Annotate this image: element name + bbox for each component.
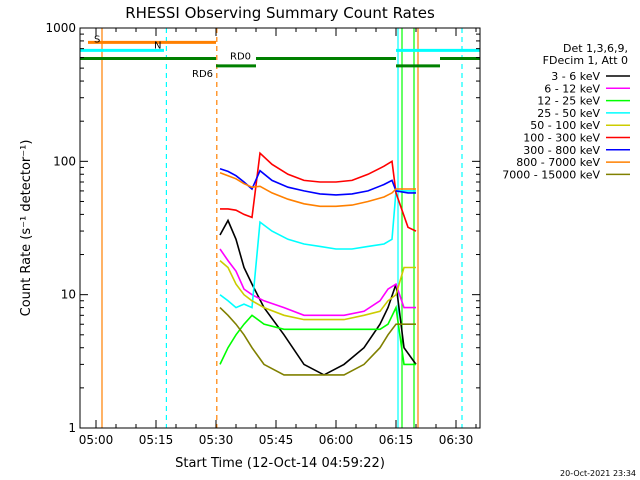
series-line-5 — [220, 151, 417, 232]
legend-label-2: 12 - 25 keV — [537, 95, 600, 108]
series-line-3 — [219, 190, 416, 309]
series-line-8 — [219, 307, 416, 376]
state-bar-label-3: RD0 — [230, 52, 251, 63]
x-tick-label-1: 05:15 — [139, 433, 174, 447]
plot-frame — [79, 27, 481, 429]
time-markers — [101, 28, 463, 428]
legend-header-1: FDecim 1, Att 0 — [543, 54, 628, 67]
y-tick-label-3: 1000 — [45, 21, 76, 35]
state-bars: S N RD0 RD6 — [80, 34, 480, 80]
legend-label-5: 100 - 300 keV — [523, 132, 600, 145]
series-line-4 — [219, 259, 416, 321]
y-axis: 1 10 100 1000 — [45, 21, 480, 435]
x-axis-label: Start Time (12-Oct-14 04:59:22) — [175, 456, 385, 471]
chart-title: RHESSI Observing Summary Count Rates — [125, 4, 435, 22]
x-tick-label-4: 06:00 — [319, 433, 354, 447]
y-tick-label-0: 1 — [68, 421, 76, 435]
legend-label-7: 800 - 7000 keV — [516, 156, 600, 169]
y-tick-label-1: 10 — [61, 288, 76, 302]
series-line-1 — [219, 248, 416, 317]
legend-label-0: 3 - 6 keV — [551, 70, 600, 83]
legend-label-8: 7000 - 15000 keV — [502, 168, 600, 181]
legend-label-1: 6 - 12 keV — [544, 82, 600, 95]
x-tick-label-3: 05:45 — [259, 433, 294, 447]
state-bar-label-0: S — [94, 34, 100, 45]
x-tick-label-5: 06:15 — [379, 433, 414, 447]
legend-label-3: 25 - 50 keV — [537, 107, 600, 120]
series-line-0 — [219, 218, 417, 376]
x-tick-label-0: 05:00 — [79, 433, 114, 447]
legend-label-6: 300 - 800 keV — [523, 144, 600, 157]
series-line-6 — [219, 167, 416, 196]
series-layer — [219, 151, 417, 376]
y-axis-label: Count Rate (s⁻¹ detector⁻¹) — [19, 140, 34, 317]
x-tick-label-2: 05:30 — [199, 433, 234, 447]
legend-label-4: 50 - 100 keV — [530, 119, 600, 132]
y-tick-label-2: 100 — [53, 154, 76, 168]
state-bar-label-1: N — [154, 40, 161, 51]
x-axis: 05:00 05:15 05:30 05:45 06:00 06:15 06:30 — [79, 28, 477, 447]
state-bar-label-4: RD6 — [192, 69, 213, 80]
legend-header-0: Det 1,3,6,9, — [563, 42, 628, 55]
series-line-7 — [219, 172, 416, 208]
x-tick-label-6: 06:30 — [439, 433, 474, 447]
timestamp: 20-Oct-2021 23:34 — [560, 469, 636, 478]
